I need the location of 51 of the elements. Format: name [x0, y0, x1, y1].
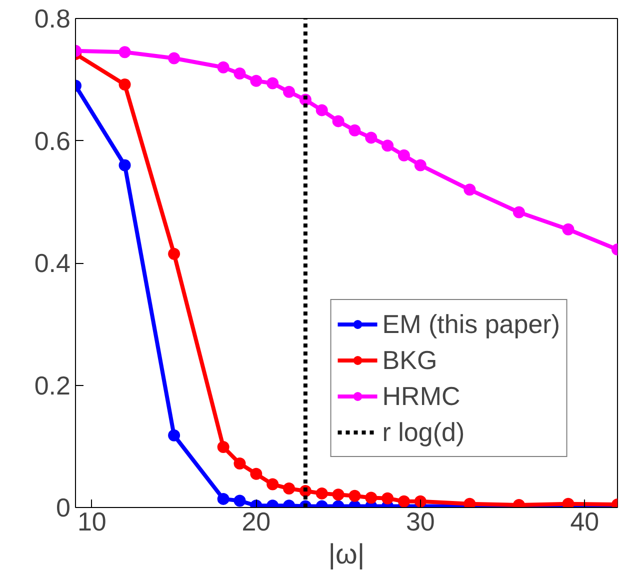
point	[414, 159, 426, 172]
point	[316, 487, 328, 500]
point	[168, 429, 180, 442]
x-tick-label: 10	[77, 506, 106, 536]
y-tick-label: 0	[56, 492, 71, 522]
point	[283, 86, 296, 98]
point	[250, 468, 262, 480]
point	[365, 492, 378, 504]
ref-line-label: r log(d)	[382, 416, 465, 448]
point	[562, 223, 574, 236]
point	[266, 77, 279, 90]
point	[168, 248, 180, 260]
point	[234, 494, 246, 507]
point	[332, 115, 344, 128]
point	[250, 74, 262, 87]
point	[348, 124, 361, 136]
legend-label: BKG	[382, 344, 438, 376]
point	[382, 492, 394, 504]
x-tick-label: 40	[570, 506, 600, 536]
point	[562, 498, 574, 508]
point	[398, 495, 410, 508]
x-axis-title: |ω|	[328, 538, 365, 570]
legend-label: HRMC	[382, 380, 460, 412]
point	[512, 206, 525, 218]
point	[234, 458, 246, 470]
y-tick-label: 0.4	[34, 248, 71, 278]
point	[332, 488, 344, 501]
point	[283, 482, 296, 495]
x-tick-label: 30	[406, 506, 435, 536]
point	[348, 490, 361, 502]
point	[464, 184, 476, 196]
point	[316, 104, 328, 116]
point	[118, 46, 131, 58]
point	[234, 68, 246, 80]
point	[365, 132, 378, 144]
point	[414, 495, 426, 508]
y-tick-label: 0.6	[34, 126, 71, 156]
point	[266, 478, 279, 490]
point	[217, 492, 230, 505]
point	[398, 149, 410, 162]
y-tick-label: 0.8	[34, 4, 71, 34]
point	[382, 140, 394, 152]
point	[168, 52, 180, 64]
y-tick-label: 0.2	[34, 370, 71, 400]
point	[464, 498, 476, 508]
point	[217, 440, 230, 453]
point	[118, 78, 131, 91]
point	[217, 61, 230, 74]
legend-label: EM (this paper)	[382, 308, 560, 340]
x-tick-label: 20	[242, 506, 271, 536]
point	[118, 159, 131, 172]
